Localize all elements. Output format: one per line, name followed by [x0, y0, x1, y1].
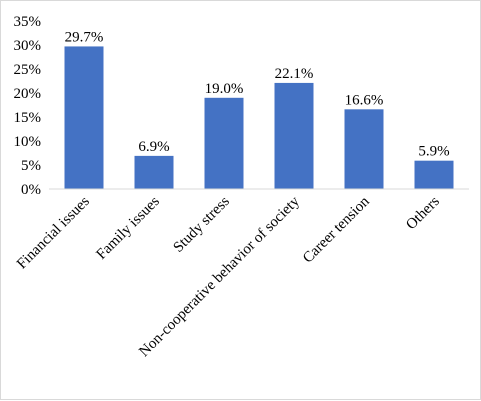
y-tick-label: 35% — [14, 14, 42, 30]
y-tick-label: 5% — [21, 158, 41, 174]
bars — [64, 46, 454, 189]
y-tick-label: 30% — [14, 38, 42, 54]
bar — [414, 160, 454, 189]
y-tick-label: 10% — [14, 134, 42, 150]
category-label: Career tension — [300, 193, 373, 266]
bar — [204, 97, 244, 189]
category-label: Non-cooperative behavior of society — [136, 193, 303, 360]
data-label: 5.9% — [418, 144, 449, 160]
data-label: 16.6% — [345, 92, 384, 108]
y-tick-label: 0% — [21, 182, 41, 198]
category-label: Study stress — [171, 193, 233, 255]
bar — [344, 109, 384, 189]
bar — [274, 82, 314, 189]
data-labels: 29.7% 6.9% 19.0% 22.1% 16.6% 5.9% — [65, 29, 450, 159]
y-tick-label: 20% — [14, 86, 42, 102]
category-labels: Financial issues Family issues Study stres… — [14, 193, 443, 360]
y-tick-label: 25% — [14, 62, 42, 78]
data-label: 6.9% — [138, 139, 169, 155]
data-label: 29.7% — [65, 29, 104, 45]
data-label: 19.0% — [205, 81, 244, 97]
y-tick-label: 15% — [14, 110, 42, 126]
bar — [134, 155, 174, 189]
category-label: Financial issues — [14, 193, 93, 272]
category-label: Family issues — [93, 193, 162, 262]
y-axis: 0% 5% 10% 15% 20% 25% 30% 35% — [14, 14, 42, 198]
data-label: 22.1% — [275, 66, 314, 82]
category-label: Others — [403, 193, 443, 233]
bar — [64, 46, 104, 189]
